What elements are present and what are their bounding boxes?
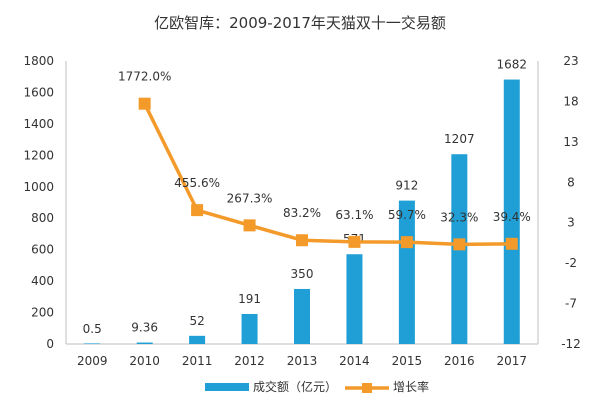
y-right-tick-label: 8 bbox=[567, 175, 575, 189]
bar-data-label: 350 bbox=[291, 267, 314, 281]
growth-data-label: 39.4% bbox=[493, 210, 531, 224]
legend-bar-swatch bbox=[205, 383, 249, 391]
growth-data-label: 1772.0% bbox=[118, 70, 171, 84]
bar-mark bbox=[346, 254, 363, 344]
growth-point bbox=[296, 234, 308, 247]
growth-data-label: 83.2% bbox=[283, 206, 321, 220]
growth-point bbox=[191, 204, 204, 217]
y-right-tick-label: 3 bbox=[567, 216, 575, 230]
growth-data-label: 267.3% bbox=[227, 191, 273, 205]
x-tick-label: 2015 bbox=[392, 354, 423, 368]
y-left-tick-label: 1600 bbox=[23, 85, 54, 99]
bar-mark bbox=[84, 343, 101, 344]
bar-data-label: 191 bbox=[238, 292, 261, 306]
y-right-tick-label: 18 bbox=[563, 94, 578, 108]
growth-point bbox=[400, 236, 413, 249]
y-left-tick-label: 800 bbox=[31, 211, 54, 225]
y-right-tick-label: -2 bbox=[565, 256, 577, 270]
x-tick-label: 2016 bbox=[444, 354, 475, 368]
y-left-tick-label: 1000 bbox=[23, 180, 54, 194]
growth-point bbox=[243, 219, 256, 232]
bar-mark bbox=[189, 335, 206, 344]
y-left-tick-label: 400 bbox=[31, 274, 54, 288]
legend: 成交额（亿元） 增长率 bbox=[205, 379, 429, 394]
y-right-tick-label: 13 bbox=[563, 135, 578, 149]
bar-mark bbox=[136, 342, 153, 344]
x-tick-label: 2013 bbox=[287, 354, 318, 368]
x-tick-label: 2017 bbox=[497, 354, 528, 368]
growth-point bbox=[348, 235, 361, 248]
growth-line bbox=[143, 102, 512, 247]
legend-line-label: 增长率 bbox=[393, 379, 429, 394]
bar-mark bbox=[503, 79, 520, 345]
x-tick-label: 2012 bbox=[234, 354, 265, 368]
growth-data-label: 32.3% bbox=[440, 210, 478, 224]
bar-labels-group: 0.59.365219135057191212071682 bbox=[83, 58, 527, 336]
x-tick-label: 2014 bbox=[339, 354, 370, 368]
bar-mark bbox=[241, 313, 258, 344]
y-left-tick-label: 1800 bbox=[23, 54, 54, 68]
y-right-tick-label: -12 bbox=[561, 337, 581, 351]
bar-data-label: 52 bbox=[189, 314, 204, 328]
growth-point bbox=[453, 238, 466, 251]
bar-data-label: 0.5 bbox=[83, 322, 102, 336]
y-left-tick-label: 600 bbox=[31, 243, 54, 257]
growth-data-label: 455.6% bbox=[174, 176, 220, 190]
axes-group: 0 200 400 600 800 1000 1200 1400 1600 1800 -12 -7 -2… bbox=[23, 54, 580, 368]
y-left-tick-label: 0 bbox=[46, 337, 54, 351]
x-tick-label: 2009 bbox=[77, 354, 108, 368]
x-tick-label: 2011 bbox=[182, 354, 213, 368]
growth-line-group bbox=[138, 97, 518, 251]
bar-data-label: 912 bbox=[395, 179, 418, 193]
y-left-tick-label: 1400 bbox=[23, 117, 54, 131]
growth-data-label: 59.7% bbox=[388, 208, 426, 222]
legend-line-marker bbox=[362, 383, 372, 393]
y-right-tick-label: -7 bbox=[565, 297, 577, 311]
growth-point bbox=[138, 97, 151, 110]
growth-point bbox=[505, 237, 518, 250]
bar-data-label: 1682 bbox=[497, 58, 528, 72]
legend-bar-label: 成交额（亿元） bbox=[253, 379, 337, 394]
bar-mark bbox=[294, 288, 310, 344]
y-left-tick-label: 1200 bbox=[23, 148, 54, 162]
bar-data-label: 1207 bbox=[444, 132, 475, 146]
growth-data-label: 63.1% bbox=[335, 208, 373, 222]
y-left-tick-label: 200 bbox=[31, 306, 54, 320]
y-right-tick-label: 23 bbox=[563, 54, 578, 68]
chart-title: 亿欧智库：2009-2017年天猫双十一交易额 bbox=[154, 14, 446, 32]
growth-labels-group: 1772.0% 455.6% 267.3% 83.2% 63.1% 59.7% 32.3% 3… bbox=[118, 70, 531, 225]
x-tick-label: 2010 bbox=[129, 354, 160, 368]
bar-data-label: 9.36 bbox=[131, 321, 158, 335]
